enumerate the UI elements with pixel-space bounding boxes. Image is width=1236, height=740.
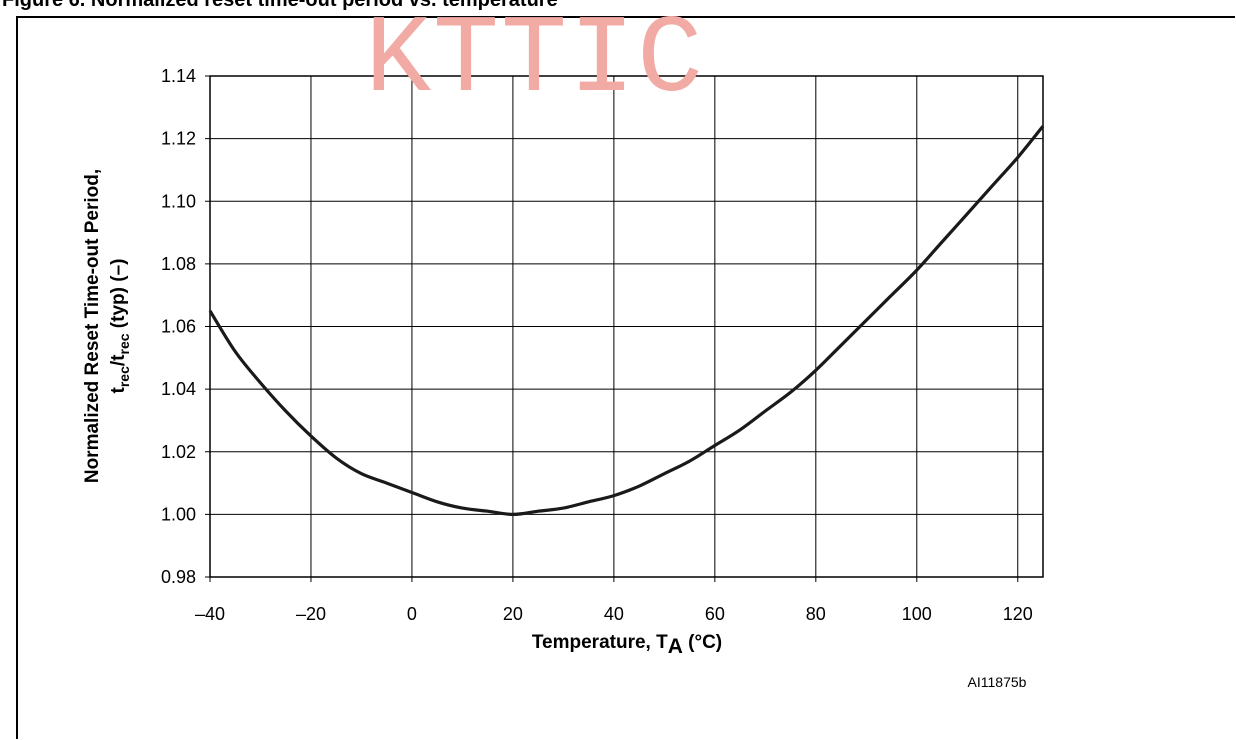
plot-border	[209, 75, 1044, 578]
tick-label-layer: –40 –20 0 20 40 60 80 100 120 0.98 1.00 1.02 1.04 1.0…	[161, 66, 1033, 624]
y-tick-label: 1.06	[161, 317, 196, 337]
watermark-logo: KTTIC	[365, 0, 706, 124]
x-tick-label: 120	[1003, 604, 1033, 624]
y-tick-label: 1.12	[161, 129, 196, 149]
grid-layer	[205, 75, 1044, 582]
x-axis-title: Temperature, TA (°C)	[532, 632, 722, 658]
x-tick-label: 40	[604, 604, 624, 624]
x-tick-label: 20	[503, 604, 523, 624]
y-axis-title-line2: trec/trec (typ) (–)	[108, 259, 132, 394]
y-tick-label: 1.00	[161, 504, 196, 524]
figure-frame	[16, 16, 1235, 739]
x-tick-label: –40	[195, 604, 225, 624]
y-tick-label: 1.08	[161, 254, 196, 274]
y-tick-label: 1.04	[161, 379, 196, 399]
x-tick-label: 80	[806, 604, 826, 624]
y-tick-label: 1.02	[161, 442, 196, 462]
x-tick-label: 60	[705, 604, 725, 624]
y-tick-label: 1.14	[161, 66, 196, 86]
series-line	[208, 125, 1045, 516]
y-tick-label: 0.98	[161, 567, 196, 587]
figure-heading: Figure 6. Normalized reset time-out peri…	[2, 0, 558, 11]
curve-layer	[208, 125, 1045, 516]
y-tick-label: 1.10	[161, 191, 196, 211]
x-tick-label: 100	[902, 604, 932, 624]
figure-heading-strip: Figure 6. Normalized reset time-out peri…	[0, 0, 1236, 14]
y-axis-title-line1: Normalized Reset Time-out Period,	[82, 169, 103, 483]
x-tick-label: 0	[407, 604, 417, 624]
x-tick-label: –20	[296, 604, 326, 624]
figure-code-label: AI11875b	[968, 674, 1027, 690]
